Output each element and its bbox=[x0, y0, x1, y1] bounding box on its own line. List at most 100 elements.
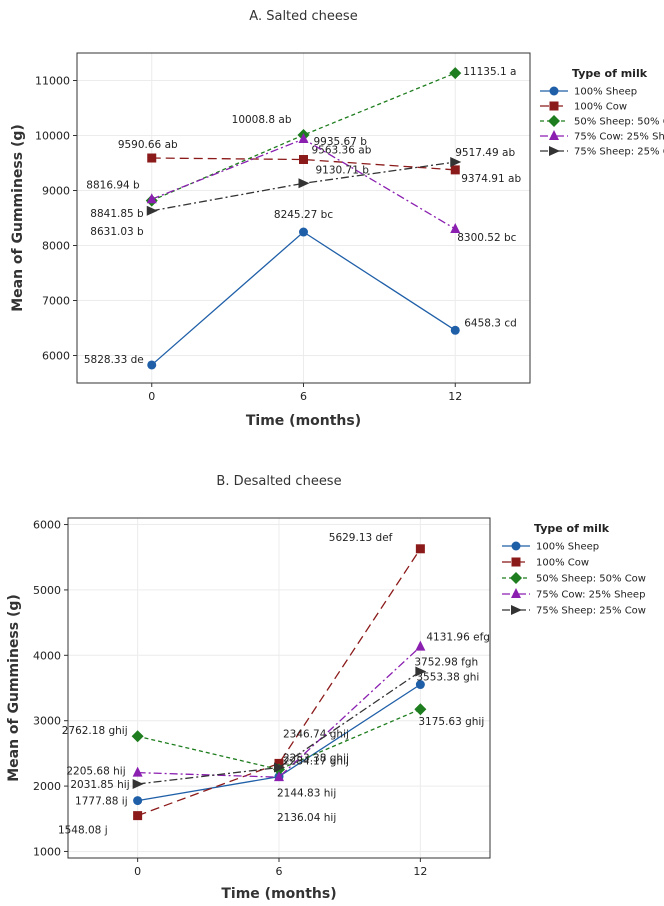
legend-label: 75% Sheep: 25% Cow bbox=[536, 606, 646, 617]
legend: Type of milk 100% Sheep 100% Cow 50% Sheep:… bbox=[540, 67, 664, 158]
data-label: 2144.83 hij bbox=[277, 788, 336, 800]
x-tick-label: 0 bbox=[148, 390, 155, 403]
legend-label: 75% Cow: 25% Sheep bbox=[536, 590, 645, 601]
legend-label: 100% Sheep bbox=[574, 87, 637, 98]
series: 2205.68 hij 2136.04 hij 4131.96 efg bbox=[66, 632, 490, 825]
data-label: 9374.91 ab bbox=[461, 173, 521, 185]
y-tick-label: 10000 bbox=[35, 130, 70, 143]
legend-label: 100% Cow bbox=[574, 102, 627, 113]
y-tick-label: 9000 bbox=[42, 185, 70, 198]
data-point bbox=[298, 133, 309, 144]
data-label: 2031.85 hij bbox=[70, 779, 129, 791]
data-label: 2253.38 ghij bbox=[283, 753, 349, 765]
y-axis-title: Mean of Gumminess (g) bbox=[10, 124, 26, 312]
x-tick-label: 0 bbox=[134, 865, 141, 878]
data-point bbox=[299, 155, 308, 165]
x-axis-title: Time (months) bbox=[246, 413, 361, 429]
data-label: 8841.85 b bbox=[90, 208, 144, 220]
data-point bbox=[415, 544, 425, 554]
legend-marker bbox=[511, 605, 522, 615]
data-label: 9130.71 b bbox=[316, 164, 370, 176]
data-point bbox=[146, 205, 158, 216]
data-label: 9935.67 b bbox=[314, 136, 368, 148]
legend-label: 75% Sheep: 25% Cow bbox=[574, 147, 664, 158]
series-line bbox=[137, 548, 421, 817]
x-axis-title: Time (months) bbox=[221, 886, 336, 902]
series: 8841.85 b 9935.67 b 8300.52 bc bbox=[90, 133, 517, 244]
series: 8631.03 b 9130.71 b 9517.49 ab bbox=[90, 147, 515, 238]
chart-title: B. Desalted cheese bbox=[216, 474, 341, 489]
legend-marker bbox=[511, 541, 521, 551]
series: 2762.18 ghij 2253.38 ghij 3175.63 ghij bbox=[62, 703, 484, 776]
data-label: 2284.17 ghij bbox=[283, 755, 349, 767]
legend-marker bbox=[511, 588, 521, 598]
y-tick-label: 5000 bbox=[33, 584, 61, 597]
plot-border bbox=[67, 517, 491, 859]
series-line bbox=[151, 161, 456, 212]
data-point bbox=[133, 796, 143, 806]
data-point bbox=[274, 758, 284, 768]
legend-label: 50% Sheep: 50% Cow bbox=[574, 117, 664, 128]
x-tick-label: 12 bbox=[413, 865, 427, 878]
data-label: 1548.08 j bbox=[58, 825, 108, 837]
data-point bbox=[450, 222, 461, 233]
data-label: 8245.27 bc bbox=[274, 209, 333, 221]
data-point bbox=[131, 730, 144, 743]
legend-marker bbox=[549, 86, 559, 96]
y-tick-label: 1000 bbox=[33, 845, 61, 858]
chart-title: A. Salted cheese bbox=[249, 9, 357, 24]
series: 1548.08 j 2346.74 ghij 5629.13 def bbox=[58, 532, 425, 837]
data-label: 3553.38 ghi bbox=[416, 672, 479, 684]
data-point bbox=[415, 680, 425, 690]
y-tick-label: 7000 bbox=[42, 295, 70, 308]
data-point bbox=[147, 360, 157, 370]
data-point bbox=[274, 771, 284, 782]
legend-marker bbox=[549, 146, 560, 156]
data-point bbox=[415, 640, 426, 651]
series-line bbox=[151, 157, 456, 171]
series-line bbox=[151, 72, 456, 202]
legend-title: Type of milk bbox=[534, 522, 610, 535]
legend-marker bbox=[548, 115, 560, 127]
legend-marker bbox=[549, 101, 559, 111]
legend-title: Type of milk bbox=[572, 67, 648, 80]
data-label: 9517.49 ab bbox=[455, 147, 515, 159]
data-point bbox=[450, 165, 460, 175]
legend-marker bbox=[510, 572, 522, 584]
legend-label: 100% Cow bbox=[536, 558, 589, 569]
data-label: 2136.04 hij bbox=[277, 812, 336, 824]
x-tick-label: 6 bbox=[300, 390, 307, 403]
legend-marker bbox=[511, 557, 521, 567]
data-label: 9590.66 ab bbox=[118, 139, 178, 151]
series: 9590.66 ab 9563.36 ab 9374.91 ab bbox=[118, 139, 522, 185]
y-tick-label: 6000 bbox=[42, 350, 70, 363]
legend-label: 75% Cow: 25% Sheep bbox=[574, 132, 664, 143]
y-tick-label: 6000 bbox=[33, 519, 61, 532]
data-label: 2346.74 ghij bbox=[283, 728, 349, 740]
data-label: 10008.8 ab bbox=[232, 114, 292, 126]
y-tick-label: 8000 bbox=[42, 240, 70, 253]
y-tick-label: 3000 bbox=[33, 715, 61, 728]
legend-label: 50% Sheep: 50% Cow bbox=[536, 574, 646, 585]
data-point bbox=[414, 703, 427, 716]
series-line bbox=[137, 708, 421, 771]
legend-label: 100% Sheep bbox=[536, 542, 599, 553]
y-axis-title: Mean of Gumminess (g) bbox=[6, 594, 22, 782]
data-label: 3752.98 fgh bbox=[414, 656, 478, 668]
data-point bbox=[415, 666, 427, 677]
data-label: 6458.3 cd bbox=[464, 317, 517, 329]
y-tick-label: 11000 bbox=[35, 75, 70, 88]
series: 5828.33 de 8245.27 bc 6458.3 cd bbox=[84, 209, 517, 370]
data-point bbox=[274, 762, 285, 773]
data-label: 4131.96 efg bbox=[426, 632, 490, 644]
data-label: 8816.94 b bbox=[86, 180, 140, 192]
plot-border bbox=[76, 52, 531, 384]
data-point bbox=[133, 811, 143, 821]
data-point bbox=[450, 325, 460, 335]
data-point bbox=[147, 153, 157, 163]
series: 8816.94 b 10008.8 ab 11135.1 a bbox=[86, 66, 516, 207]
data-label: 8300.52 bc bbox=[457, 232, 516, 244]
data-point bbox=[298, 178, 310, 189]
legend: Type of milk 100% Sheep 100% Cow 50% Sheep:… bbox=[502, 522, 646, 617]
